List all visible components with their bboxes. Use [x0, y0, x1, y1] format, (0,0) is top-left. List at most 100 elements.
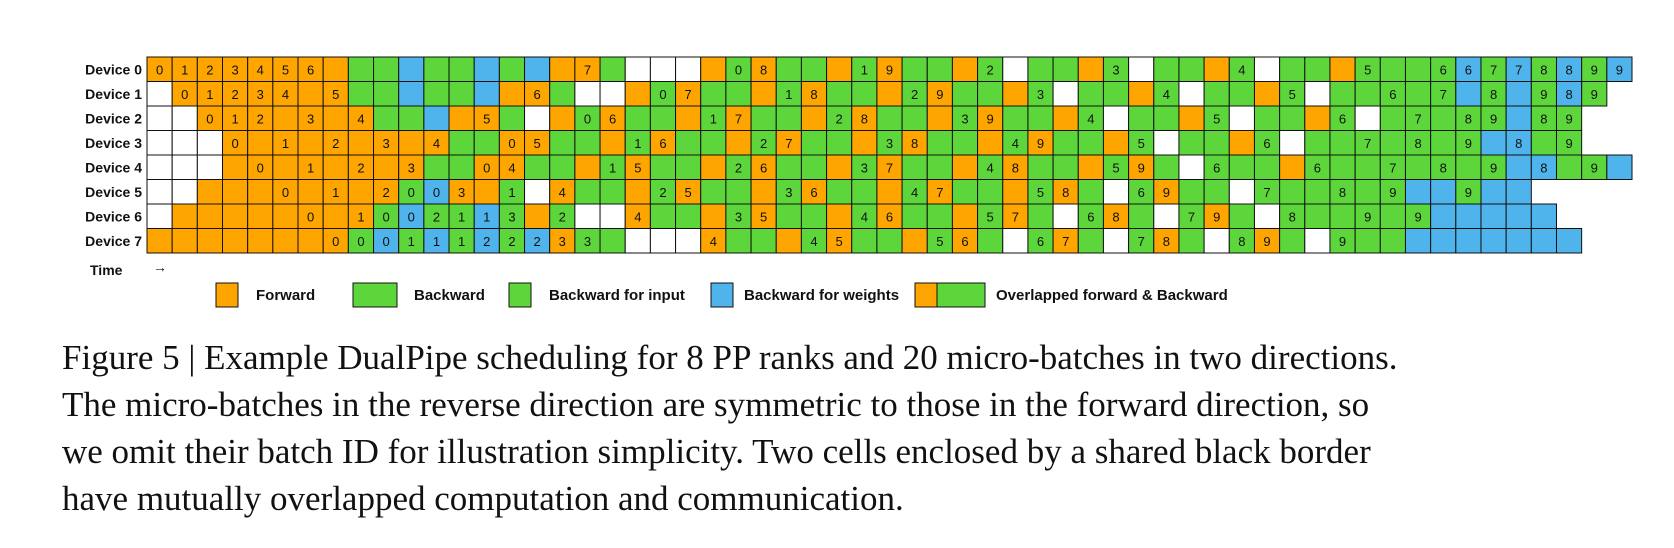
cell-batch-id: 1: [458, 209, 465, 224]
schedule-cell: [347, 105, 375, 131]
legend: Forward Backward Backward for input Backwar…: [215, 282, 1228, 308]
cell-batch-id: 9: [1565, 111, 1572, 126]
cell-batch-id: 6: [1037, 234, 1044, 249]
schedule-cell: [901, 228, 928, 254]
cell-batch-id: 2: [659, 185, 666, 200]
schedule-cell: [926, 81, 953, 107]
cell-batch-id: 8: [1012, 160, 1019, 175]
schedule-cell: [1128, 56, 1155, 82]
schedule-cell: [1279, 56, 1306, 82]
schedule-cell: [1228, 154, 1255, 180]
schedule-cell: [1052, 154, 1079, 180]
cell-batch-id: 9: [1163, 185, 1170, 200]
cell-batch-id: 4: [357, 111, 364, 126]
schedule-cell: [1480, 130, 1507, 156]
schedule-cell: [398, 81, 425, 107]
schedule-cell: [1153, 130, 1180, 156]
schedule-cell: [1279, 228, 1306, 254]
cell-batch-id: 6: [1465, 62, 1472, 77]
cell-batch-id: 9: [1364, 209, 1371, 224]
cell-batch-id: 3: [307, 111, 314, 126]
cell-batch-id: 9: [1263, 234, 1270, 249]
figure-caption: Figure 5 | Example DualPipe scheduling f…: [62, 334, 1662, 522]
schedule-cell: [448, 81, 475, 107]
cell-batch-id: 6: [1087, 209, 1094, 224]
cell-batch-id: 0: [307, 209, 314, 224]
schedule-cell: [1581, 81, 1608, 107]
caption-line-4: have mutually overlapped computation and…: [62, 479, 904, 518]
schedule-cell: [1455, 81, 1482, 107]
schedule-cell: [347, 130, 375, 156]
cell-batch-id: 9: [886, 62, 893, 77]
schedule-cell: [347, 179, 375, 205]
cell-batch-id: 4: [634, 209, 641, 224]
schedule-cell: [1052, 203, 1079, 229]
cell-batch-id: 5: [483, 111, 490, 126]
schedule-cell: [1052, 179, 1079, 205]
cell-batch-id: 9: [1591, 160, 1598, 175]
schedule-cell: [196, 203, 224, 229]
schedule-cell: [649, 105, 677, 131]
cell-batch-id: 6: [1138, 185, 1145, 200]
cell-batch-id: 9: [936, 87, 943, 102]
schedule-cell: [1128, 228, 1155, 254]
schedule-cell: [1379, 105, 1406, 131]
cell-batch-id: 6: [1213, 160, 1220, 175]
schedule-cell: [1253, 203, 1281, 229]
schedule-cell: [1228, 179, 1255, 205]
schedule-cell: [1102, 81, 1130, 107]
schedule-cell: [1228, 130, 1255, 156]
schedule-cell: [373, 130, 400, 156]
schedule-cell: [398, 228, 425, 254]
cell-batch-id: 1: [861, 62, 868, 77]
cell-batch-id: 3: [231, 62, 238, 77]
schedule-cell: [977, 81, 1004, 107]
schedule-cell: [1052, 130, 1079, 156]
schedule-cell: [222, 130, 249, 156]
cell-batch-id: 9: [1540, 87, 1547, 102]
cell-batch-id: 4: [810, 234, 817, 249]
cell-batch-id: 6: [1263, 136, 1270, 151]
schedule-cell: [1379, 56, 1406, 82]
cell-batch-id: 9: [1213, 209, 1220, 224]
cell-batch-id: 3: [886, 136, 893, 151]
cell-batch-id: 4: [559, 185, 566, 200]
schedule-cell: [951, 130, 979, 156]
schedule-cell: [1304, 56, 1331, 82]
schedule-cell: [725, 81, 752, 107]
schedule-cell: [725, 154, 752, 180]
schedule-cell: [624, 228, 651, 254]
schedule-cell: [675, 203, 702, 229]
schedule-cell: [599, 105, 626, 131]
cell-batch-id: 0: [408, 209, 415, 224]
schedule-cell: [498, 179, 526, 205]
schedule-cell: [498, 228, 526, 254]
cell-batch-id: 3: [861, 160, 868, 175]
cell-batch-id: 8: [911, 136, 918, 151]
cell-batch-id: 4: [1238, 62, 1245, 77]
schedule-cell: [1253, 130, 1281, 156]
schedule-cell: [498, 154, 526, 180]
schedule-cell: [926, 56, 953, 82]
cell-batch-id: 2: [332, 136, 339, 151]
cell-batch-id: 0: [735, 62, 742, 77]
cell-batch-id: 6: [1339, 111, 1346, 126]
schedule-cell: [1555, 105, 1583, 131]
cell-batch-id: 2: [231, 87, 238, 102]
schedule-cell: [599, 130, 626, 156]
schedule-cell: [1002, 179, 1029, 205]
schedule-cell: [876, 228, 903, 254]
cell-batch-id: 9: [1591, 62, 1598, 77]
schedule-cell: [1077, 130, 1104, 156]
schedule-cell: [700, 81, 727, 107]
schedule-cell: [322, 105, 349, 131]
schedule-cell: [1480, 56, 1507, 82]
schedule-cell: [373, 154, 400, 180]
schedule-cell: [549, 154, 576, 180]
schedule-cell: [775, 56, 802, 82]
schedule-cell: [1304, 179, 1331, 205]
schedule-cell: [624, 154, 651, 180]
schedule-cell: [1430, 56, 1457, 82]
schedule-cell: [775, 105, 802, 131]
schedule-cell: [524, 81, 551, 107]
